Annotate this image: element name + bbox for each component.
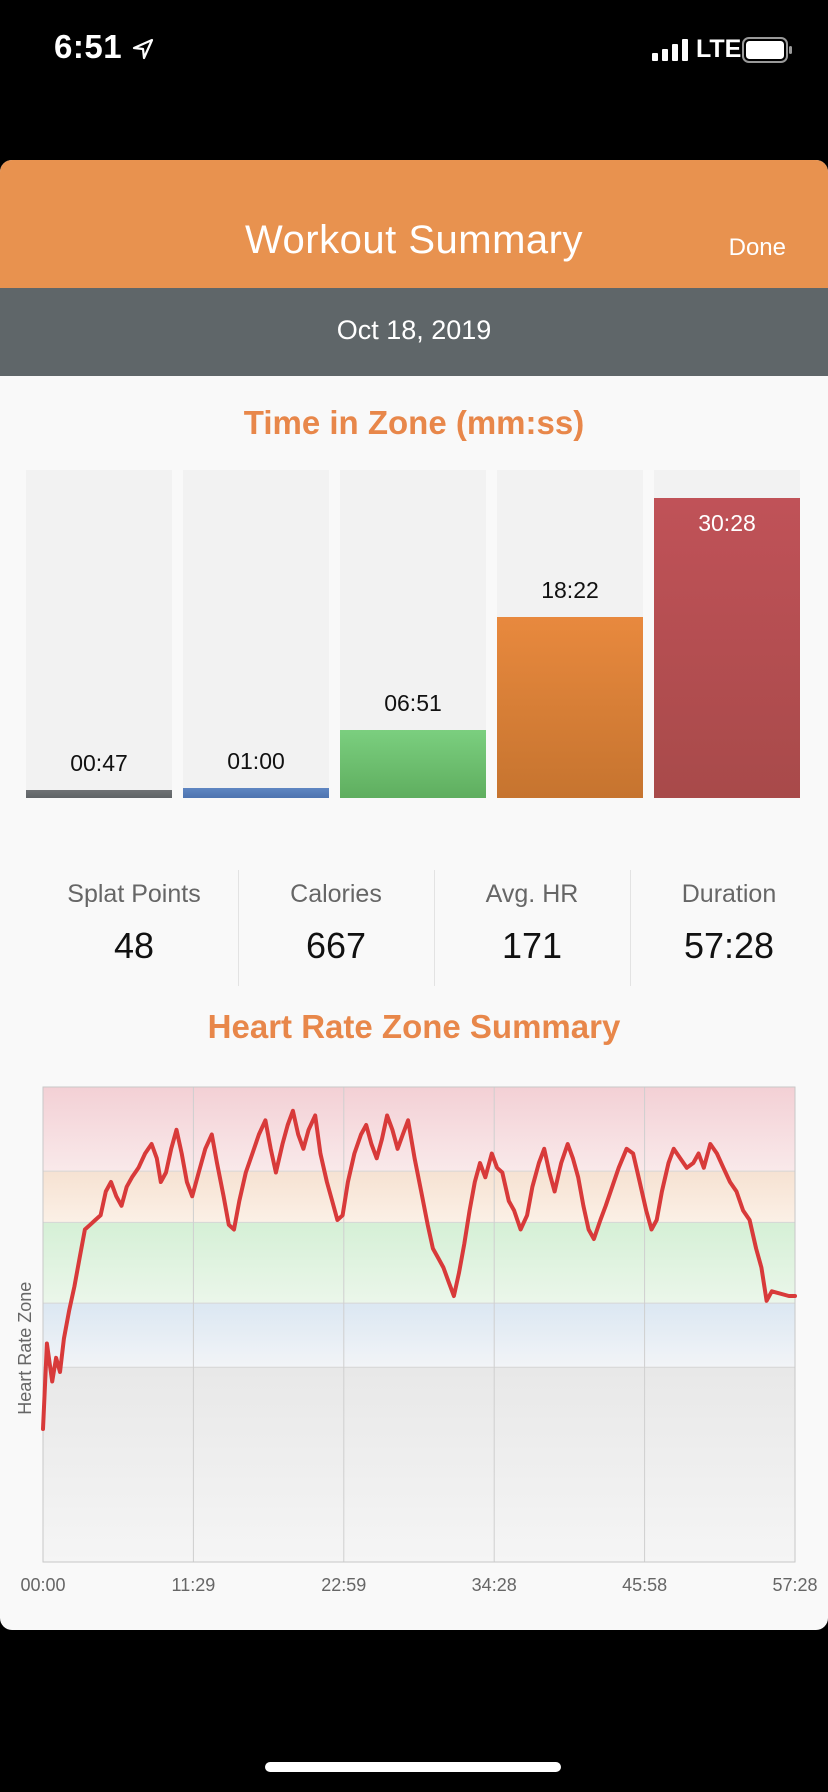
- zone-column-5: 30:28: [654, 470, 800, 798]
- zone-bar-4: [497, 617, 643, 798]
- zone-time-label-5: 30:28: [698, 510, 756, 536]
- x-tick-label: 45:58: [622, 1575, 667, 1595]
- stat-divider: [630, 870, 631, 986]
- time-in-zone-title: Time in Zone (mm:ss): [243, 404, 585, 441]
- stat-value: 48: [113, 925, 155, 966]
- zone-column-3: 06:51: [340, 470, 486, 798]
- heart-rate-zone-chart: 00:00 11:29 22:59 34:28 45:58 57:28 Heart Rate…: [15, 1086, 818, 1595]
- stat-value: 171: [501, 925, 563, 966]
- zone-bar-3: [340, 730, 486, 798]
- zone-time-label-2: 01:00: [227, 748, 285, 774]
- stat-label: Splat Points: [67, 880, 201, 908]
- stat-label: Calories: [290, 880, 382, 908]
- stat-avg-hr: Avg. HR 171: [434, 870, 630, 986]
- workout-date: Oct 18, 2019: [336, 315, 492, 345]
- stat-calories: Calories 667: [238, 870, 434, 986]
- header: Workout Summary Done: [0, 160, 828, 288]
- stat-label: Avg. HR: [485, 880, 579, 908]
- stat-value: 57:28: [683, 925, 775, 966]
- stat-duration: Duration 57:28: [630, 870, 828, 986]
- zone-column-4: 18:22: [497, 470, 643, 798]
- x-tick-label: 11:29: [172, 1575, 216, 1595]
- status-time: 6:51: [54, 28, 123, 65]
- x-tick-label: 34:28: [472, 1575, 517, 1595]
- zone-bar-2: [183, 788, 329, 798]
- done-button[interactable]: Done: [728, 234, 786, 261]
- zone-bar-1: [26, 790, 172, 798]
- home-indicator[interactable]: [265, 1762, 561, 1772]
- status-bar: 6:51 LTE: [0, 0, 828, 100]
- stat-splat-points: Splat Points 48: [30, 870, 238, 986]
- chart-frame: [42, 1086, 796, 1563]
- zone-bar-5: [654, 498, 800, 798]
- zone-time-label-4: 18:22: [541, 577, 599, 603]
- zone-column-1: 00:47: [26, 470, 172, 798]
- x-tick-label: 00:00: [20, 1575, 65, 1595]
- workout-stats: Splat Points 48 Calories 667 Avg. HR 171 Durat…: [0, 870, 828, 990]
- zone-band-3: [43, 1222, 795, 1304]
- heart-rate-chart-title: Heart Rate Zone Summary: [207, 1008, 621, 1045]
- stat-divider: [238, 870, 239, 986]
- x-tick-label: 22:59: [321, 1575, 366, 1595]
- zone-band-1: [43, 1367, 795, 1562]
- y-axis-label: Heart Rate Zone: [15, 1282, 35, 1415]
- page-title: Workout Summary: [245, 218, 583, 262]
- stat-value: 667: [305, 925, 367, 966]
- zone-time-label-1: 00:47: [70, 750, 128, 776]
- network-type: LTE: [696, 35, 742, 63]
- location-arrow-icon: [132, 38, 154, 60]
- heart-rate-line: [41, 1108, 797, 1431]
- workout-summary-sheet: Workout Summary Done Oct 18, 2019 Time i…: [0, 160, 828, 1630]
- zone-time-label-3: 06:51: [384, 690, 442, 716]
- cellular-signal-icon: [652, 39, 688, 61]
- zone-column-2: 01:00: [183, 470, 329, 798]
- date-bar: Oct 18, 2019: [0, 288, 828, 376]
- stat-label: Duration: [681, 880, 777, 908]
- zone-band-2: [43, 1303, 795, 1368]
- battery-icon: [742, 37, 792, 63]
- x-tick-label: 57:28: [772, 1575, 817, 1595]
- stat-divider: [434, 870, 435, 986]
